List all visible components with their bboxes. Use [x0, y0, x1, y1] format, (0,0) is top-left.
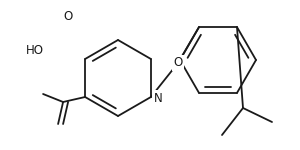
Text: O: O	[173, 57, 183, 69]
Text: O: O	[63, 11, 73, 24]
Text: N: N	[154, 92, 162, 105]
Text: HO: HO	[26, 44, 44, 57]
